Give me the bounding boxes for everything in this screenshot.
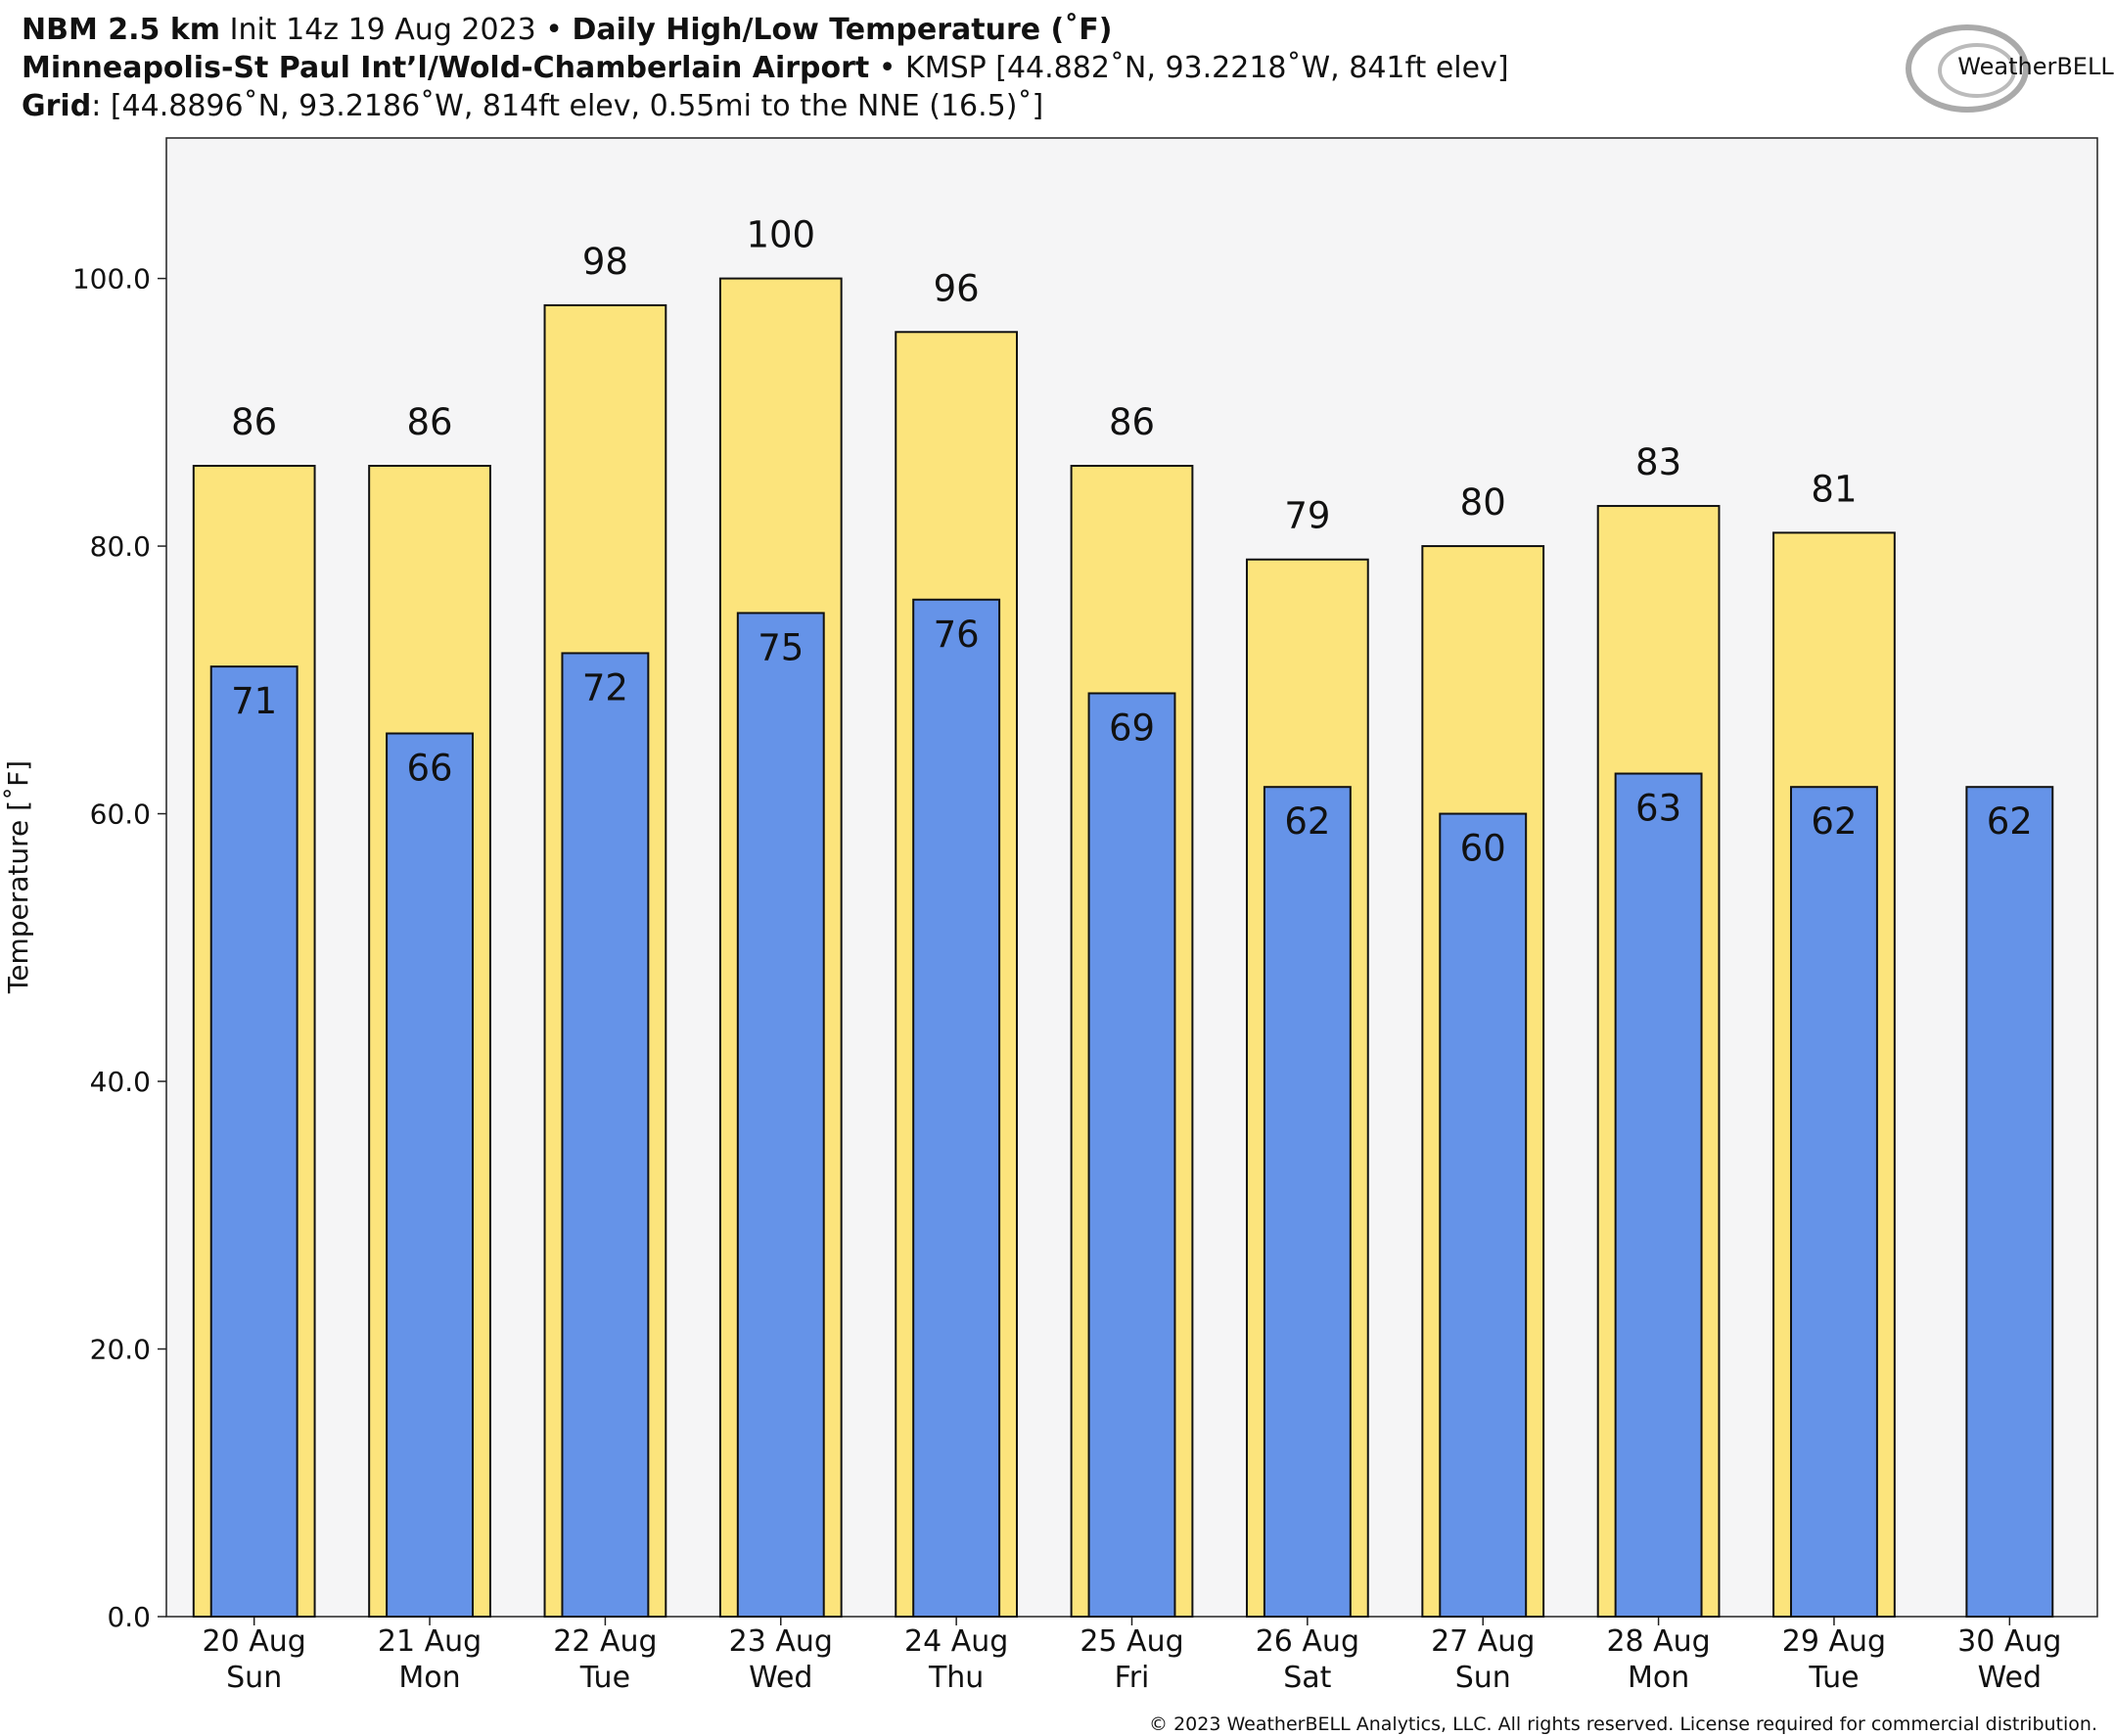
- bar: [912, 598, 1001, 1619]
- x-tick-label: 28 Aug: [1606, 1624, 1710, 1659]
- value-label: 86: [406, 401, 452, 443]
- bar: [1087, 692, 1176, 1618]
- title-line: Minneapolis-St Paul Int’l/Wold-Chamberla…: [22, 51, 1509, 85]
- value-label: 86: [1109, 401, 1155, 443]
- x-tick-sublabel: Tue: [1808, 1661, 1859, 1695]
- x-tick-label: 29 Aug: [1782, 1624, 1886, 1659]
- bar: [736, 612, 825, 1618]
- value-label: 66: [406, 748, 452, 790]
- value-label: 86: [231, 401, 277, 443]
- x-tick-sublabel: Tue: [579, 1661, 630, 1695]
- x-tick-label: 27 Aug: [1431, 1624, 1535, 1659]
- x-tick-sublabel: Sat: [1283, 1661, 1331, 1695]
- footer: © 2023 WeatherBELL Analytics, LLC. All r…: [1149, 1713, 2097, 1735]
- bar: [1790, 786, 1878, 1618]
- y-axis-label: Temperature [˚F]: [2, 760, 34, 994]
- x-tick-label: 26 Aug: [1256, 1624, 1359, 1659]
- bar: [1614, 772, 1703, 1618]
- bar: [209, 665, 299, 1618]
- x-tick-sublabel: Wed: [749, 1661, 812, 1695]
- value-label: 75: [758, 626, 804, 668]
- x-tick-label: 23 Aug: [729, 1624, 833, 1659]
- value-label: 76: [934, 614, 980, 656]
- bar: [1965, 786, 2054, 1618]
- value-label: 83: [1635, 441, 1681, 483]
- y-tick-label: 40.0: [90, 1066, 151, 1098]
- title-part: Minneapolis-St Paul Int’l/Wold-Chamberla…: [22, 51, 869, 85]
- value-label: 60: [1460, 828, 1506, 870]
- value-label: 98: [582, 241, 628, 283]
- title-part: • KMSP [44.882˚N, 93.2218˚W, 841ft elev]: [869, 51, 1508, 85]
- x-tick-sublabel: Sun: [226, 1661, 282, 1695]
- title-line: Grid: [44.8896˚N, 93.2186˚W, 814ft elev,…: [22, 89, 1043, 123]
- x-tick-sublabel: Mon: [398, 1661, 460, 1695]
- value-label: 81: [1811, 468, 1857, 510]
- y-tick-label: 20.0: [90, 1334, 151, 1366]
- value-label: 80: [1460, 481, 1506, 524]
- x-tick-sublabel: Sun: [1455, 1661, 1511, 1695]
- title-part: Init 14z 19 Aug 2023 •: [220, 13, 572, 47]
- x-tick-label: 30 Aug: [1957, 1624, 2061, 1659]
- x-tick-sublabel: Fri: [1115, 1661, 1150, 1695]
- x-tick-label: 20 Aug: [203, 1624, 306, 1659]
- y-tick-label: 100.0: [72, 263, 151, 296]
- x-tick-label: 25 Aug: [1080, 1624, 1183, 1659]
- value-label: 63: [1635, 788, 1681, 830]
- title-line: NBM 2.5 km Init 14z 19 Aug 2023 • Daily …: [22, 12, 1112, 47]
- value-label: 79: [1284, 495, 1330, 537]
- y-tick-label: 60.0: [90, 799, 151, 831]
- title-part: : [44.8896˚N, 93.2186˚W, 814ft elev, 0.5…: [91, 89, 1043, 123]
- bar: [561, 652, 650, 1618]
- x-tick-label: 21 Aug: [378, 1624, 482, 1659]
- x-tick-sublabel: Mon: [1628, 1661, 1689, 1695]
- value-label: 96: [934, 267, 980, 309]
- value-label: 69: [1109, 707, 1155, 749]
- bar: [1263, 786, 1352, 1618]
- value-label: 62: [1284, 800, 1330, 843]
- x-tick-sublabel: Thu: [928, 1661, 984, 1695]
- value-label: 62: [1987, 800, 2033, 843]
- title-part: NBM 2.5 km: [22, 13, 220, 47]
- title-part: Daily High/Low Temperature (˚F): [573, 12, 1113, 47]
- logo-text: WeatherBELL: [1957, 53, 2114, 80]
- y-tick-label: 0.0: [107, 1601, 151, 1633]
- x-tick-sublabel: Wed: [1978, 1661, 2042, 1695]
- value-label: 71: [231, 680, 277, 722]
- y-tick-label: 80.0: [90, 530, 151, 563]
- bar: [386, 732, 474, 1618]
- title-part: Grid: [22, 89, 91, 123]
- bar: [1439, 812, 1528, 1618]
- value-label: 62: [1811, 800, 1857, 843]
- value-label: 100: [746, 214, 815, 256]
- logo: WeatherBELL: [1906, 24, 2114, 113]
- x-tick-label: 22 Aug: [553, 1624, 657, 1659]
- x-tick-label: 24 Aug: [904, 1624, 1008, 1659]
- value-label: 72: [582, 666, 628, 708]
